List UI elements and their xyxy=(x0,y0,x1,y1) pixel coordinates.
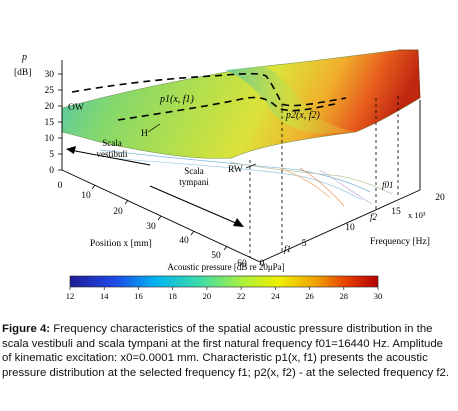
tympani-arrow xyxy=(149,185,239,225)
surface-back-edge xyxy=(398,49,421,99)
figure-caption: Figure 4: Frequency characteristics of t… xyxy=(2,322,454,380)
svg-text:10: 10 xyxy=(45,134,55,144)
svg-text:vestibuli: vestibuli xyxy=(97,149,128,159)
svg-text:Scala: Scala xyxy=(184,166,204,176)
svg-text:50: 50 xyxy=(211,251,221,261)
scala-tympani-label: Scala tympani xyxy=(179,166,209,187)
surface-plot: 0 5 10 15 20 25 30 p [dB] 0 10 20 30 40 … xyxy=(14,49,445,300)
tympani-arrowhead xyxy=(233,218,244,227)
caption-label: Figure 4: xyxy=(2,323,51,335)
y-axis-label: Frequency [Hz] xyxy=(370,237,430,247)
x-tick-labels: 0 10 20 30 40 50 60 xyxy=(58,181,247,269)
ow-label: OW xyxy=(68,103,84,113)
colorbar-ticks xyxy=(69,287,379,290)
p2-curve xyxy=(117,96,336,121)
svg-text:0: 0 xyxy=(260,259,265,269)
z-axis-label: p xyxy=(21,52,27,63)
colorbar-tick-label: 24 xyxy=(271,291,280,300)
p2-label: p2(x, f2) xyxy=(285,110,321,121)
svg-text:30: 30 xyxy=(45,70,55,80)
colorbar-tick-label: 14 xyxy=(100,291,109,300)
svg-text:10: 10 xyxy=(81,191,91,201)
svg-text:20: 20 xyxy=(45,102,55,112)
svg-text:10: 10 xyxy=(345,223,355,233)
rw-label: RW xyxy=(228,165,243,175)
caption-text: Frequency characteristics of the spatial… xyxy=(2,323,450,379)
y-tick-labels: 0 5 10 15 20 xyxy=(260,193,445,269)
colorbar-tick-label: 20 xyxy=(203,291,212,300)
svg-text:20: 20 xyxy=(435,193,445,203)
p1-label: p1(x, f1) xyxy=(159,94,195,105)
tympani-surface-lines xyxy=(99,149,393,207)
freq-marker-lines xyxy=(249,96,399,258)
y-axis-multiplier: x 10³ xyxy=(408,210,426,220)
svg-text:20: 20 xyxy=(113,207,123,217)
colorbar-tick-label: 18 xyxy=(168,291,177,300)
x-ticks xyxy=(91,184,228,251)
h-label: H xyxy=(141,129,148,139)
svg-text:30: 30 xyxy=(146,222,156,232)
z-tick-labels: 0 5 10 15 20 25 30 xyxy=(45,70,55,176)
colorbar-tick-label: 28 xyxy=(340,291,349,300)
svg-text:Scala: Scala xyxy=(102,138,122,148)
f01-label: f01 xyxy=(382,180,394,190)
colorbar-tick-label: 26 xyxy=(305,291,314,300)
z-ticks xyxy=(58,73,62,171)
f2-label: f2 xyxy=(370,212,378,222)
vestibuli-arrow xyxy=(69,149,151,166)
z-axis-unit: [dB] xyxy=(14,68,31,78)
svg-text:15: 15 xyxy=(391,207,401,217)
rw-pointer xyxy=(245,163,257,169)
colorbar-tick-label: 12 xyxy=(66,291,75,300)
svg-text:5: 5 xyxy=(49,150,54,160)
colorbar-tick-label: 30 xyxy=(374,291,383,300)
svg-text:60: 60 xyxy=(237,259,247,269)
colorbar-tick-label: 16 xyxy=(134,291,143,300)
colorbar-tick-label: 22 xyxy=(237,291,246,300)
scala-vestibuli-label: Scala vestibuli xyxy=(97,138,128,159)
svg-text:0: 0 xyxy=(49,166,54,176)
colorbar-title: Acoustic pressure [dB re 20μPa] xyxy=(167,262,284,272)
svg-text:15: 15 xyxy=(45,118,55,128)
colorbar xyxy=(69,275,379,288)
vestibuli-arrowhead xyxy=(66,146,76,154)
pressure-ridge xyxy=(225,66,356,134)
h-pointer xyxy=(147,123,161,133)
svg-text:5: 5 xyxy=(302,239,307,249)
p1-curve xyxy=(71,72,347,107)
x-axis-label: Position x [mm] xyxy=(90,239,152,249)
colorbar-tick-labels: 12 14 16 18 20 22 24 26 28 30 xyxy=(66,291,383,300)
f1-label: f1 xyxy=(284,244,291,254)
svg-text:tympani: tympani xyxy=(179,177,209,187)
svg-text:40: 40 xyxy=(179,236,189,246)
svg-text:25: 25 xyxy=(45,86,55,96)
svg-text:0: 0 xyxy=(58,181,63,191)
